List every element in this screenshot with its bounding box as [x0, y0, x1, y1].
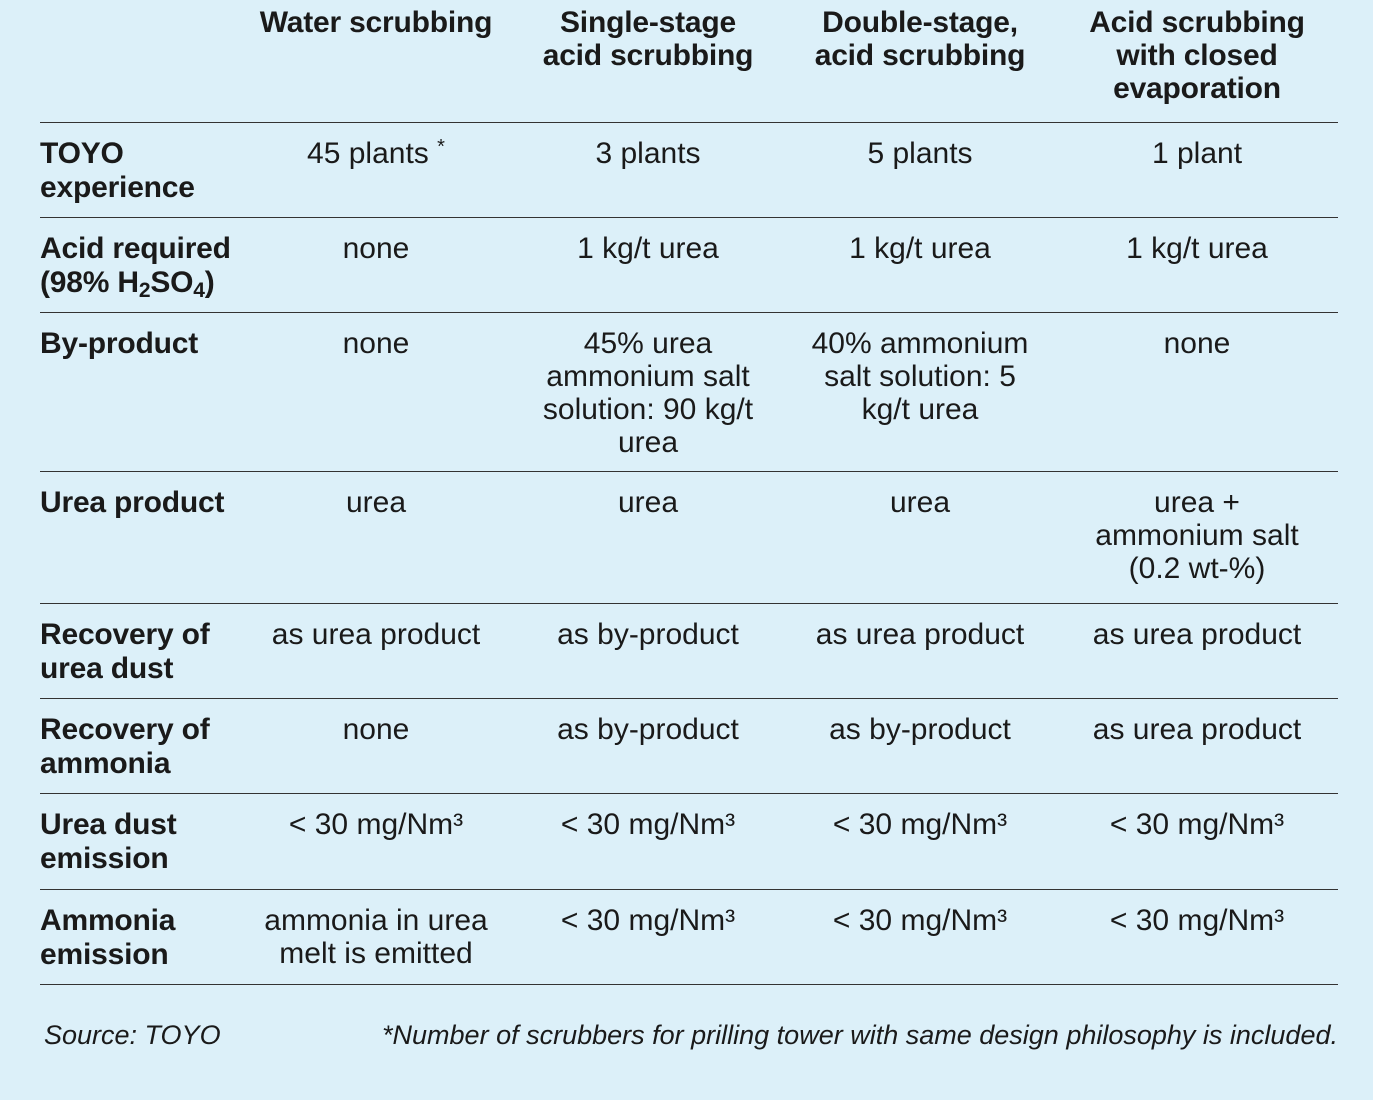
table-cell: 45% urea ammonium salt solution: 90 kg/t… — [512, 312, 784, 472]
col-header-closed-evaporation: Acid scrubbing with closed evaporation — [1056, 0, 1338, 123]
table-row: Urea dust emission < 30 mg/Nm³ < 30 mg/N… — [40, 793, 1338, 890]
footnote-mark: * — [437, 135, 445, 158]
comparison-table-container: Water scrubbing Single-stage acid scrubb… — [40, 0, 1338, 985]
row-label-recovery-ammonia: Recovery of ammonia — [40, 698, 240, 794]
row-label-acid-required: Acid required (98% H2SO4) — [40, 217, 240, 313]
table-row: Acid required (98% H2SO4) none 1 kg/t ur… — [40, 217, 1338, 313]
table-cell: < 30 mg/Nm³ — [512, 889, 784, 985]
scrubbing-comparison-table: Water scrubbing Single-stage acid scrubb… — [40, 0, 1338, 985]
row-label-toyo-experience: TOYO experience — [40, 122, 240, 218]
table-row: Urea product urea urea urea urea + ammon… — [40, 471, 1338, 604]
table-cell: as urea product — [784, 603, 1056, 699]
row-label-urea-product: Urea product — [40, 471, 240, 604]
table-cell: as by-product — [512, 698, 784, 794]
table-footer: Source: TOYO *Number of scrubbers for pr… — [44, 1020, 1338, 1051]
table-cell: < 30 mg/Nm³ — [240, 793, 512, 890]
table-cell: 1 plant — [1056, 122, 1338, 218]
header-corner — [40, 0, 240, 123]
row-label-urea-dust-emission: Urea dust emission — [40, 793, 240, 890]
table-cell: urea — [512, 471, 784, 604]
table-row: TOYO experience 45 plants * 3 plants 5 p… — [40, 122, 1338, 218]
header-row: Water scrubbing Single-stage acid scrubb… — [40, 0, 1338, 123]
row-label-formula: (98% H2SO4) — [40, 265, 215, 302]
table-cell: < 30 mg/Nm³ — [784, 793, 1056, 890]
table-cell: as urea product — [1056, 603, 1338, 699]
table-cell: as urea product — [240, 603, 512, 699]
table-cell: 5 plants — [784, 122, 1056, 218]
col-header-single-stage: Single-stage acid scrubbing — [512, 0, 784, 123]
table-row: By-product none 45% urea ammonium salt s… — [40, 312, 1338, 472]
row-label-recovery-urea-dust: Recovery of urea dust — [40, 603, 240, 699]
table-cell: urea — [240, 471, 512, 604]
row-label-main: Acid required — [40, 231, 231, 265]
table-cell: as by-product — [784, 698, 1056, 794]
table-cell: urea + ammonium salt (0.2 wt-%) — [1056, 471, 1338, 604]
table-cell: none — [240, 217, 512, 313]
source-note: Source: TOYO — [44, 1020, 221, 1050]
table-cell: < 30 mg/Nm³ — [784, 889, 1056, 985]
table-cell: none — [240, 312, 512, 472]
table-cell: < 30 mg/Nm³ — [1056, 793, 1338, 890]
table-row: Recovery of ammonia none as by-product a… — [40, 698, 1338, 794]
row-label-ammonia-emission: Ammonia emission — [40, 889, 240, 985]
footnote: *Number of scrubbers for prilling tower … — [382, 1020, 1338, 1050]
table-cell: 1 kg/t urea — [1056, 217, 1338, 313]
table-cell: 40% ammonium salt solution: 5 kg/t urea — [784, 312, 1056, 472]
row-label-by-product: By-product — [40, 312, 240, 472]
table-cell: < 30 mg/Nm³ — [512, 793, 784, 890]
table-cell: 1 kg/t urea — [784, 217, 1056, 313]
table-cell: ammonia in urea melt is emitted — [240, 889, 512, 985]
table-cell: as urea product — [1056, 698, 1338, 794]
table-row: Recovery of urea dust as urea product as… — [40, 603, 1338, 699]
table-cell: as by-product — [512, 603, 784, 699]
cell-text: 45 plants — [307, 136, 429, 170]
table-cell: 1 kg/t urea — [512, 217, 784, 313]
col-header-double-stage: Double-stage, acid scrubbing — [784, 0, 1056, 123]
table-cell: 45 plants * — [240, 122, 512, 218]
table-cell: none — [1056, 312, 1338, 472]
table-cell: < 30 mg/Nm³ — [1056, 889, 1338, 985]
table-cell: urea — [784, 471, 1056, 604]
table-cell: 3 plants — [512, 122, 784, 218]
table-cell: none — [240, 698, 512, 794]
col-header-water-scrubbing: Water scrubbing — [240, 0, 512, 123]
table-row: Ammonia emission ammonia in urea melt is… — [40, 889, 1338, 985]
